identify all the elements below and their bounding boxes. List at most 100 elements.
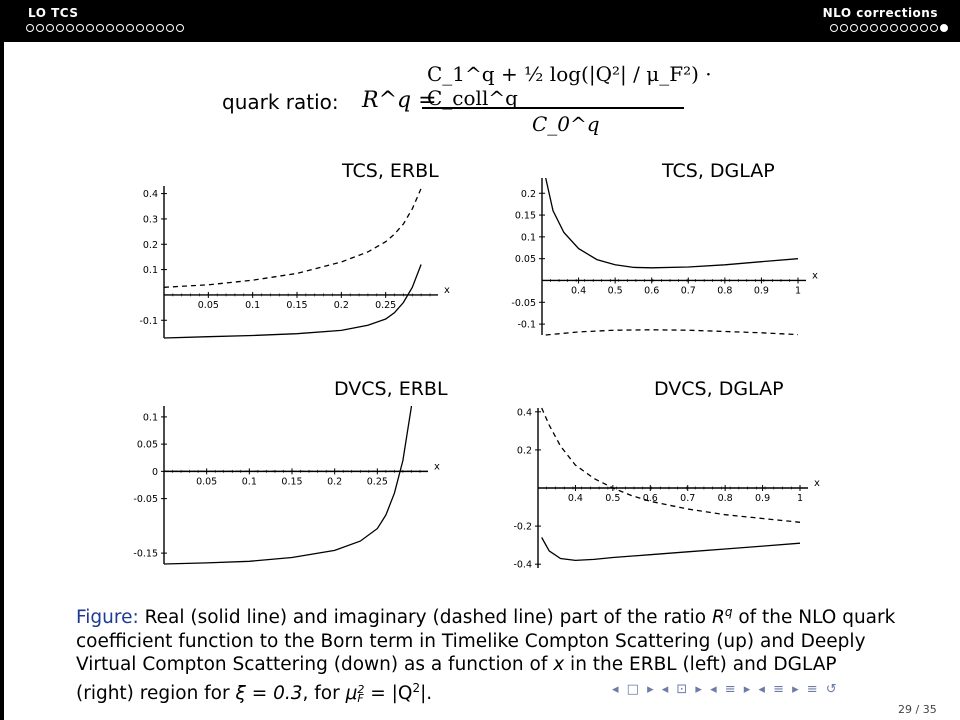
fraction-bar xyxy=(422,107,684,109)
x-tick-label: 0.1 xyxy=(242,476,257,487)
nav-dot[interactable] xyxy=(126,24,134,32)
nav-dot[interactable] xyxy=(840,24,848,32)
nav-dot[interactable] xyxy=(86,24,94,32)
chart-tcs-dglap: 0.4 0.5 0.6 0.7 0.8 0.9 1 0.2 0.15 0.1 0.05 -0.05 -0… xyxy=(511,177,818,336)
nav-dot[interactable] xyxy=(880,24,888,32)
nav-dot[interactable] xyxy=(146,24,154,32)
dashed-series-line xyxy=(541,407,801,523)
nav-dot[interactable] xyxy=(56,24,64,32)
nav-dot[interactable] xyxy=(96,24,104,32)
nav-dot[interactable] xyxy=(46,24,54,32)
caption-text-4: , for xyxy=(302,682,346,704)
nav-dot[interactable] xyxy=(76,24,84,32)
caption-mu-sub: F xyxy=(357,691,364,705)
y-tick-label: -0.05 xyxy=(133,494,158,505)
nav-dot[interactable] xyxy=(36,24,44,32)
y-tick-label: 0.05 xyxy=(515,254,536,265)
caption-mu: μ xyxy=(345,682,358,704)
solid-series-line xyxy=(163,264,422,339)
y-tick-label: 0.15 xyxy=(515,211,536,222)
slide-header: LO TCS NLO corrections xyxy=(0,0,960,42)
y-tick-label: 0.05 xyxy=(137,440,158,451)
caption-rq-sup: q xyxy=(724,605,733,619)
x-tick-label: 0.25 xyxy=(367,476,388,487)
nav-dot[interactable] xyxy=(920,24,928,32)
x-tick-label: 0.1 xyxy=(245,300,260,311)
section-progress-dots-left[interactable] xyxy=(26,24,186,35)
x-tick-label: 0.05 xyxy=(198,300,219,311)
x-tick-label: 0.9 xyxy=(754,285,769,296)
nav-dot[interactable] xyxy=(860,24,868,32)
nav-dot[interactable] xyxy=(910,24,918,32)
y-tick-label: 0 xyxy=(152,467,158,478)
y-tick-label: 0.2 xyxy=(143,240,158,251)
formula-label: quark ratio: xyxy=(222,90,339,114)
chart-tcs-erbl: 0.05 0.1 0.15 0.2 0.25 0.4 0.3 0.2 0.1 -0.1 x xyxy=(139,186,450,339)
x-tick-label: 0.7 xyxy=(680,493,695,504)
x-axis-label: x xyxy=(814,478,820,489)
caption-text-1: Real (solid line) and imaginary (dashed … xyxy=(138,607,712,629)
x-tick-label: 0.25 xyxy=(375,300,396,311)
nav-dot[interactable] xyxy=(176,24,184,32)
x-tick-label: 0.8 xyxy=(717,285,732,296)
chart-dvcs-dglap: 0.4 0.5 0.6 0.7 0.8 0.9 1 0.4 0.2 -0.2 -0.4 x xyxy=(513,407,820,571)
x-tick-label: 0.15 xyxy=(281,476,302,487)
y-tick-label: -0.2 xyxy=(513,522,532,533)
dashed-series-line xyxy=(545,329,799,336)
y-tick-label: 0.2 xyxy=(517,445,532,456)
y-tick-label: 0.1 xyxy=(521,232,536,243)
caption-text-2: of the NLO quark coefficient function to… xyxy=(76,607,896,676)
x-tick-label: 0.6 xyxy=(644,285,659,296)
solid-series-line xyxy=(541,537,801,562)
caption-rq: R xyxy=(711,607,725,629)
nav-dot[interactable] xyxy=(900,24,908,32)
y-tick-label: 0.2 xyxy=(521,189,536,200)
caption-text-3: in the ERBL (left) and DGLAP (right) reg… xyxy=(76,654,837,704)
chart-dvcs-erbl: 0.05 0.1 0.15 0.2 0.25 0.1 0.05 0 -0.05 -0.15 x xyxy=(133,405,440,565)
caption-xi: ξ = 0.3 xyxy=(235,682,303,704)
nav-dot[interactable] xyxy=(890,24,898,32)
x-tick-label: 0.6 xyxy=(643,493,658,504)
formula-lhs: R^q = xyxy=(362,88,437,113)
x-tick-label: 1 xyxy=(795,285,801,296)
ratio-formula: quark ratio: R^q = C_1^q + ½ log(|Q²| / … xyxy=(222,60,742,150)
solid-series-line xyxy=(545,177,799,269)
nav-dot[interactable] xyxy=(830,24,838,32)
nav-dot[interactable] xyxy=(116,24,124,32)
x-tick-label: 0.4 xyxy=(571,285,586,296)
section-progress-dots-right[interactable] xyxy=(830,24,950,35)
x-tick-label: 0.2 xyxy=(327,476,342,487)
x-tick-label: 0.7 xyxy=(681,285,696,296)
y-tick-label: -0.15 xyxy=(133,549,158,560)
nav-dot[interactable] xyxy=(66,24,74,32)
y-tick-label: 0.3 xyxy=(143,214,158,225)
nav-dot[interactable] xyxy=(940,24,948,32)
x-axis-label: x xyxy=(434,461,440,472)
y-tick-label: -0.1 xyxy=(517,320,536,331)
section-title-right[interactable]: NLO corrections xyxy=(822,6,938,20)
nav-dot[interactable] xyxy=(930,24,938,32)
y-tick-label: -0.05 xyxy=(511,298,536,309)
beamer-navigation-icons[interactable]: ◂ □ ▸ ◂ ⊡ ▸ ◂ ≡ ▸ ◂ ≡ ▸ ≡ ↺ xyxy=(612,682,839,697)
x-tick-label: 0.05 xyxy=(196,476,217,487)
nav-dot[interactable] xyxy=(166,24,174,32)
nav-dot[interactable] xyxy=(26,24,34,32)
chart-title-tcs-erbl: TCS, ERBL xyxy=(342,160,439,182)
nav-dot[interactable] xyxy=(106,24,114,32)
solid-series-line xyxy=(163,405,413,565)
x-tick-label: 1 xyxy=(797,493,803,504)
y-tick-label: -0.4 xyxy=(513,560,532,571)
nav-dot[interactable] xyxy=(870,24,878,32)
x-tick-label: 0.4 xyxy=(568,493,583,504)
y-tick-label: -0.1 xyxy=(139,316,158,327)
x-tick-label: 0.9 xyxy=(755,493,770,504)
nav-dot[interactable] xyxy=(136,24,144,32)
figure-caption: Figure: Real (solid line) and imaginary … xyxy=(76,601,896,705)
slide-left-edge xyxy=(0,42,4,720)
section-title-left[interactable]: LO TCS xyxy=(28,6,79,20)
x-tick-label: 0.5 xyxy=(608,285,623,296)
chart-title-tcs-dglap: TCS, DGLAP xyxy=(662,160,775,182)
x-axis-label: x xyxy=(444,285,450,296)
nav-dot[interactable] xyxy=(850,24,858,32)
nav-dot[interactable] xyxy=(156,24,164,32)
